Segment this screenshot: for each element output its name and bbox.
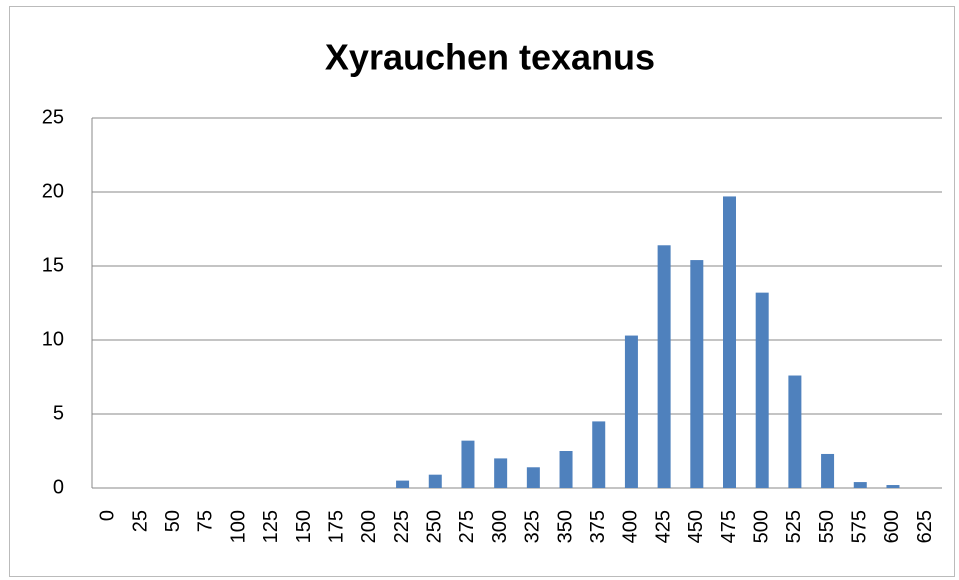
y-tick-label: 15 (42, 254, 64, 276)
y-tick-label: 5 (53, 402, 64, 424)
chart-frame (9, 6, 955, 577)
chart-title: Xyrauchen texanus (325, 37, 655, 78)
x-tick-label: 225 (391, 510, 413, 543)
y-tick-label: 10 (42, 328, 64, 350)
bar (788, 375, 802, 488)
bar (559, 451, 573, 488)
x-tick-label: 275 (456, 510, 478, 543)
bar (853, 482, 867, 488)
x-tick-label: 325 (522, 510, 544, 543)
x-tick-label: 350 (554, 510, 576, 543)
bar (396, 480, 410, 488)
x-tick-label: 600 (881, 510, 903, 543)
x-tick-label: 475 (718, 510, 740, 543)
bar (821, 453, 835, 488)
bar (494, 458, 508, 488)
x-tick-label: 575 (849, 510, 871, 543)
bar (592, 421, 606, 488)
bar (723, 196, 736, 488)
x-tick-label: 50 (162, 510, 184, 532)
bar (657, 245, 671, 488)
x-tick-label: 0 (97, 510, 119, 521)
y-tick-label: 0 (53, 476, 64, 498)
bar (690, 260, 704, 488)
y-tick-label: 20 (42, 180, 64, 202)
x-tick-label: 25 (129, 510, 151, 532)
x-tick-label: 300 (489, 510, 511, 543)
x-tick-label: 150 (293, 510, 315, 543)
x-tick-label: 425 (652, 510, 674, 543)
x-tick-label: 625 (914, 510, 936, 543)
bar (624, 335, 638, 488)
bar (755, 292, 769, 488)
x-tick-label: 125 (260, 510, 282, 543)
x-tick-label: 500 (750, 510, 772, 543)
x-tick-label: 75 (195, 510, 217, 532)
bar (526, 467, 540, 488)
x-tick-label: 200 (358, 510, 380, 543)
x-tick-label: 525 (783, 510, 805, 543)
x-tick-label: 400 (620, 510, 642, 543)
x-tick-label: 250 (424, 510, 446, 543)
bar (428, 474, 442, 488)
x-tick-label: 550 (816, 510, 838, 543)
y-tick-label: 25 (42, 106, 64, 128)
x-tick-label: 450 (685, 510, 707, 543)
bar (886, 485, 900, 488)
x-tick-label: 375 (587, 510, 609, 543)
x-tick-label: 100 (227, 510, 249, 543)
x-tick-label: 175 (325, 510, 347, 543)
bar (461, 440, 475, 488)
